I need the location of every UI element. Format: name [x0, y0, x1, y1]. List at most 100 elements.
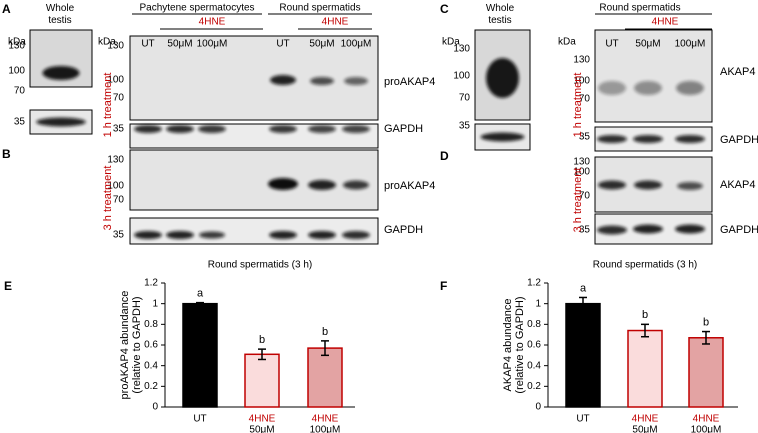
label: a	[197, 288, 204, 300]
label: 0.8	[527, 319, 541, 330]
blot	[594, 29, 713, 123]
label: kDa	[98, 37, 116, 48]
label: 130	[107, 155, 124, 166]
label: 4HNE	[199, 17, 226, 28]
label: 130	[573, 157, 590, 168]
label: E	[4, 279, 12, 293]
label: 100	[107, 181, 124, 192]
label: Round spermatids	[599, 3, 680, 14]
label: 50μM	[632, 425, 657, 433]
blot-band	[677, 182, 703, 190]
label: 130	[107, 41, 124, 52]
label: UT	[141, 39, 154, 50]
label: A	[2, 2, 11, 16]
label: D	[440, 149, 449, 163]
blot-band	[269, 231, 297, 239]
blot-band	[598, 81, 626, 95]
label: proAKAP4	[384, 180, 435, 192]
label: UT	[193, 414, 206, 425]
y-axis-label: AKAP4 abundance	[502, 299, 514, 392]
label: 70	[14, 86, 26, 97]
bar	[307, 347, 343, 408]
time-label: 3 h treatment	[572, 168, 584, 233]
blot-band	[675, 135, 705, 143]
label: Pachytene spermatocytes	[139, 3, 254, 14]
blot	[129, 149, 379, 211]
blot-band	[308, 231, 336, 239]
blot-band	[310, 77, 334, 85]
label: 1.2	[527, 278, 541, 289]
y-axis-label: (relative to GAPDH)	[514, 296, 526, 393]
label: AKAP4	[720, 66, 755, 78]
label: 1	[152, 298, 158, 309]
label: GAPDH	[720, 134, 758, 146]
label: 0	[152, 402, 158, 413]
label: 4HNE	[632, 414, 659, 425]
label: 35	[14, 117, 26, 128]
label: 100	[453, 71, 470, 82]
label: 4HNE	[693, 414, 720, 425]
label: b	[259, 334, 265, 346]
label: 70	[113, 93, 125, 104]
time-label: 1 h treatment	[102, 73, 114, 138]
blot-band	[36, 117, 86, 127]
label: 100	[107, 75, 124, 86]
blot-band	[308, 125, 336, 133]
label: Round spermatids	[279, 3, 360, 14]
label: kDa	[442, 37, 460, 48]
time-label: 3 h treatment	[102, 166, 114, 231]
label: 4HNE	[312, 414, 339, 425]
label: 50μM	[249, 425, 274, 433]
blot-band	[199, 231, 225, 239]
label: GAPDH	[384, 123, 423, 135]
blot-band	[633, 135, 663, 143]
label: 50μM	[309, 39, 334, 50]
blot-band	[486, 58, 519, 98]
blot-band	[270, 75, 296, 85]
label: 4HNE	[249, 414, 276, 425]
label: F	[440, 279, 447, 293]
label: B	[2, 147, 11, 161]
blot-band	[676, 81, 704, 95]
blot-band	[597, 135, 627, 143]
blot	[129, 35, 379, 121]
label: 100	[573, 167, 590, 178]
time-label: 1 h treatment	[572, 73, 584, 138]
label: 0.6	[144, 340, 158, 351]
blot-band	[342, 125, 370, 133]
blot-band	[269, 125, 297, 133]
label: 100	[573, 76, 590, 87]
label: 100μM	[341, 39, 372, 50]
label: UT	[576, 414, 589, 425]
blot-band	[344, 77, 368, 85]
blot	[129, 217, 379, 245]
label: GAPDH	[384, 224, 423, 236]
label: 1	[535, 298, 541, 309]
blot-band	[597, 225, 627, 235]
label: 35	[459, 121, 471, 132]
blot-band	[166, 125, 194, 133]
blot-band	[342, 231, 370, 239]
label: 70	[579, 191, 591, 202]
label: 4HNE	[652, 17, 679, 28]
label: 35	[113, 230, 125, 241]
label: 100μM	[310, 425, 341, 433]
blot-band	[198, 125, 226, 133]
label: 130	[8, 41, 25, 52]
label: 35	[579, 225, 591, 236]
label: kDa	[8, 37, 26, 48]
label: proAKAP4	[384, 76, 435, 88]
error-bar	[579, 296, 587, 311]
label: 130	[573, 55, 590, 66]
bar	[182, 302, 218, 408]
error-bar	[196, 301, 204, 306]
label: 0.8	[144, 319, 158, 330]
blot-band	[634, 81, 662, 95]
label: 130	[453, 44, 470, 55]
label: 100μM	[197, 39, 228, 50]
blot-band	[134, 125, 162, 133]
label: AKAP4	[720, 179, 755, 191]
label: 0.6	[527, 340, 541, 351]
label: Round spermatids (3 h)	[208, 260, 313, 271]
